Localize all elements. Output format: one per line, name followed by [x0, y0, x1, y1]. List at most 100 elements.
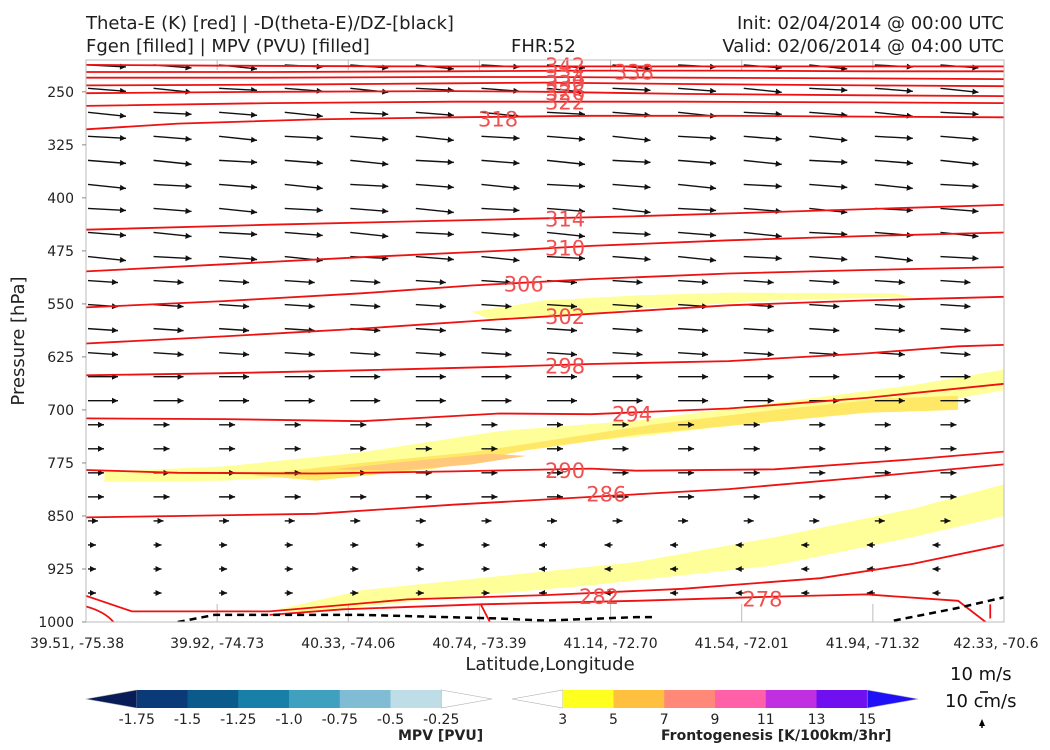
vector-arrow-head: [439, 303, 446, 310]
vector-arrow: [940, 421, 957, 428]
vector-arrow-head: [92, 517, 98, 524]
vector-arrow-head: [374, 327, 381, 334]
vector-arrow-head: [709, 207, 717, 214]
vector-arrow-shaft: [874, 159, 913, 165]
vector-arrow-head: [288, 517, 295, 524]
vector-arrow-head: [775, 255, 782, 262]
theta-e-contour-334: [86, 76, 1004, 80]
vector-arrow: [678, 397, 709, 404]
vector-arrow: [940, 111, 979, 117]
vector-arrow-head: [417, 565, 424, 572]
vector-arrow-shaft: [350, 111, 389, 116]
vector-arrow: [940, 397, 971, 404]
vector-arrow: [546, 351, 578, 358]
vector-arrow-shaft: [678, 183, 717, 190]
vector-arrow: [153, 159, 192, 167]
vector-arrow: [743, 469, 760, 476]
vector-arrow-head: [753, 469, 760, 476]
vector-arrow: [940, 327, 971, 334]
fgen-fill-layer: [104, 292, 1004, 612]
vector-arrow: [350, 135, 389, 142]
vector-arrow-head: [155, 590, 162, 597]
fgen-colorbar-swatch-5: [765, 690, 817, 708]
vector-arrow-head: [898, 397, 905, 404]
vector-arrow-head: [374, 279, 381, 286]
vector-arrow: [546, 183, 586, 190]
vector-arrow: [219, 493, 236, 500]
vector-arrow-head: [483, 541, 490, 548]
vector-arrow: [219, 135, 258, 143]
vector-arrow: [801, 590, 810, 597]
vector-arrow-head: [417, 590, 424, 597]
vector-arrow: [284, 159, 323, 166]
vector-arrow: [940, 87, 979, 95]
vector-arrow: [219, 327, 250, 334]
vector-arrow-head: [491, 445, 498, 452]
vector-arrow-head: [972, 88, 979, 95]
vector-arrow-head: [308, 351, 315, 358]
plot-frame: [85, 59, 1005, 623]
vector-arrow-head: [250, 136, 258, 143]
vector-arrow: [743, 327, 774, 334]
vector-arrow: [153, 445, 170, 452]
vector-arrow-head: [906, 159, 913, 166]
vector-arrow: [546, 303, 578, 310]
vector-arrow: [284, 351, 315, 358]
mpv-colorbar-tick-5: -0.5: [377, 712, 404, 728]
vector-arrow-head: [767, 279, 774, 286]
vector-arrow-shaft: [874, 111, 913, 118]
vector-arrow-shaft: [219, 231, 258, 236]
vector-arrow-head: [644, 86, 651, 93]
vector-arrow: [678, 231, 717, 239]
x-tick-label-0: 39.51, -75.38: [30, 636, 124, 652]
vector-arrow-head: [90, 565, 96, 572]
vector-arrow: [940, 207, 979, 214]
vector-arrow-shaft: [415, 207, 454, 214]
vector-arrow: [612, 231, 651, 238]
vector-arrow: [350, 445, 367, 452]
fgen-colorbar-tick-4: 11: [757, 712, 775, 728]
vector-arrow-head: [702, 373, 709, 380]
mpv-colorbar: -1.75 -1.5 -1.25 -1.0 -0.75 -0.5 -0.25: [85, 689, 493, 728]
vector-arrow: [735, 541, 744, 548]
vector-arrow-head: [898, 279, 905, 286]
vector-arrow-head: [316, 135, 323, 142]
vector-arrow: [612, 397, 643, 404]
theta-e-label-318: 318: [478, 108, 518, 132]
vector-arrow: [415, 207, 454, 215]
vector-arrow: [284, 445, 301, 452]
vector-arrow: [153, 421, 170, 428]
vector-arrow: [874, 159, 913, 166]
vector-arrow: [87, 135, 127, 142]
vector-arrow-head: [775, 232, 782, 239]
vector-arrow-shaft: [678, 135, 717, 140]
theta-e-label-322: 322: [545, 91, 585, 115]
vector-arrow: [481, 183, 520, 191]
theta-e-label-338: 338: [614, 60, 654, 84]
vector-arrow: [88, 517, 98, 524]
vector-arrow-head: [112, 397, 118, 404]
vector-arrow: [539, 541, 547, 548]
vector-arrow: [415, 445, 432, 452]
vector-arrow: [88, 421, 104, 428]
vector-arrow-head: [185, 207, 192, 214]
vector-arrow-shaft: [284, 159, 323, 165]
vector-arrow: [415, 493, 432, 500]
vector-arrow-head: [425, 469, 432, 476]
vector-arrow-head: [98, 445, 104, 452]
vector-arrow-shaft: [874, 87, 913, 92]
vector-arrow: [809, 255, 848, 263]
vector-arrow-shaft: [219, 159, 258, 164]
vector-arrow-shaft: [153, 111, 192, 116]
vector-arrow-shaft: [940, 183, 979, 188]
vector-arrow: [87, 207, 127, 214]
vector-arrow-head: [539, 541, 545, 548]
fgen-colorbar-end-left: [511, 689, 564, 709]
vector-arrow: [153, 590, 162, 597]
mpv-colorbar-swatch-1: [136, 690, 188, 708]
vector-arrow: [88, 590, 96, 597]
vector-arrow: [350, 565, 359, 572]
vector-arrow-head: [636, 397, 643, 404]
vector-arrow-head: [964, 397, 971, 404]
vector-arrow-head: [709, 135, 717, 142]
